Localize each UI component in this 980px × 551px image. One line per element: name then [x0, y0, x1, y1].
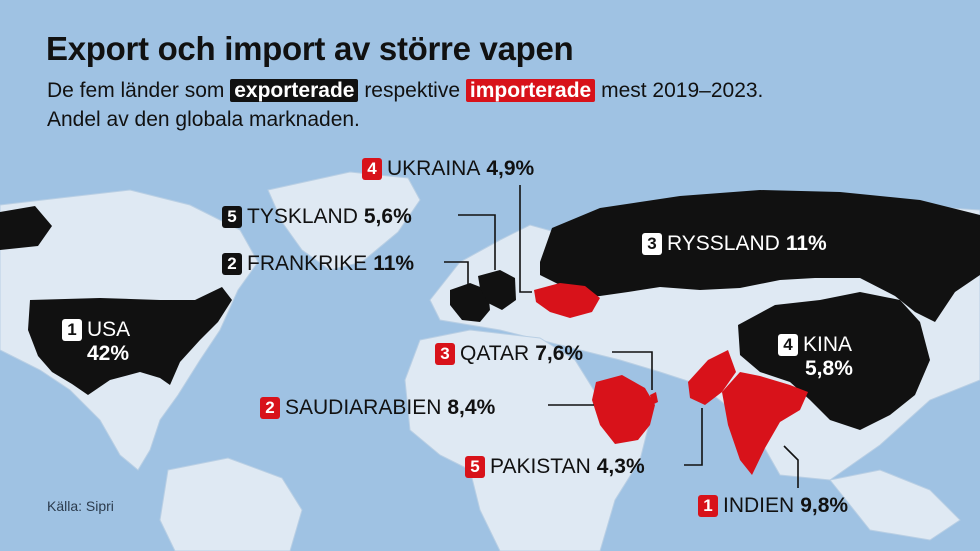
subtitle-before: De fem länder som	[47, 79, 225, 102]
country-share: 7,6%	[535, 342, 584, 365]
country-share: 9,8%	[800, 494, 849, 517]
country-share: 11%	[373, 252, 415, 275]
rank-badge: 1	[62, 319, 82, 341]
russia-shape	[540, 190, 980, 322]
country-name: INDIEN	[723, 494, 795, 517]
source-note: Källa: Sipri	[47, 498, 114, 514]
subtitle-line-2: Andel av den globala marknaden.	[47, 108, 360, 131]
rank-badge: 4	[778, 334, 798, 356]
france-shape	[450, 283, 490, 322]
country-name: PAKISTAN	[490, 455, 591, 478]
arrow-qatar	[612, 351, 653, 390]
label-usa: 1 USA 42%	[62, 318, 130, 366]
country-name: USA	[87, 318, 131, 341]
arrow-indien	[783, 445, 799, 488]
country-name: RYSSLAND	[667, 232, 780, 255]
country-share: 5,6%	[363, 205, 412, 228]
subtitle-line-1: De fem länder som exporterade respektive…	[47, 79, 763, 103]
ukraine-shape	[534, 283, 600, 318]
country-name: SAUDIARABIEN	[285, 396, 442, 419]
arctic-region	[0, 206, 52, 250]
country-name: QATAR	[460, 342, 530, 365]
southeast-asia-islands	[829, 469, 961, 541]
south-america-land	[159, 457, 303, 551]
label-ryssland: 3 RYSSLAND 11%	[642, 232, 827, 256]
qatar-shape	[650, 392, 658, 405]
saudi-arabia-shape	[592, 375, 655, 444]
rank-badge: 3	[642, 233, 662, 255]
page-title: Export och import av större vapen	[46, 30, 574, 67]
label-kina: 4 KINA 5,8%	[778, 333, 853, 381]
germany-shape	[478, 270, 516, 310]
country-share: 5,8%	[805, 357, 853, 380]
country-name: UKRAINA	[387, 157, 481, 180]
country-share: 4,9%	[486, 157, 535, 180]
country-share: 42%	[87, 342, 130, 365]
rank-badge: 3	[435, 343, 455, 365]
arrow-pakistan	[684, 408, 703, 466]
subtitle-after: mest 2019–2023.	[601, 79, 764, 102]
india-shape	[722, 372, 808, 475]
usa-shape	[28, 287, 232, 395]
rank-badge: 2	[222, 253, 242, 275]
label-saudiarabien: 2 SAUDIARABIEN 8,4%	[260, 396, 495, 420]
rank-badge: 5	[465, 456, 485, 478]
export-highlight: exporterade	[230, 79, 359, 102]
rank-badge: 5	[222, 206, 242, 228]
rank-badge: 4	[362, 158, 382, 180]
subtitle-middle: respektive	[364, 79, 461, 102]
arrow-tyskland	[458, 214, 496, 270]
import-highlight: importerade	[465, 79, 596, 102]
pakistan-shape	[688, 350, 736, 405]
africa-land	[404, 329, 651, 551]
country-name: FRANKRIKE	[247, 252, 368, 275]
country-share: 8,4%	[447, 396, 496, 419]
country-share: 4,3%	[596, 455, 645, 478]
rank-badge: 2	[260, 397, 280, 419]
arrow-ukraina	[519, 185, 532, 293]
rank-badge: 1	[698, 495, 718, 517]
country-name: TYSKLAND	[247, 205, 358, 228]
label-indien: 1 INDIEN 9,8%	[698, 494, 848, 518]
label-qatar: 3 QATAR 7,6%	[435, 342, 583, 366]
label-pakistan: 5 PAKISTAN 4,3%	[465, 455, 645, 479]
label-frankrike: 2 FRANKRIKE 11%	[222, 252, 414, 276]
label-tyskland: 5 TYSKLAND 5,6%	[222, 205, 412, 229]
country-share: 11%	[785, 232, 827, 255]
country-name: KINA	[803, 333, 853, 356]
label-ukraina: 4 UKRAINA 4,9%	[362, 157, 534, 181]
arrow-frankrike	[444, 261, 469, 285]
china-shape	[738, 292, 930, 430]
